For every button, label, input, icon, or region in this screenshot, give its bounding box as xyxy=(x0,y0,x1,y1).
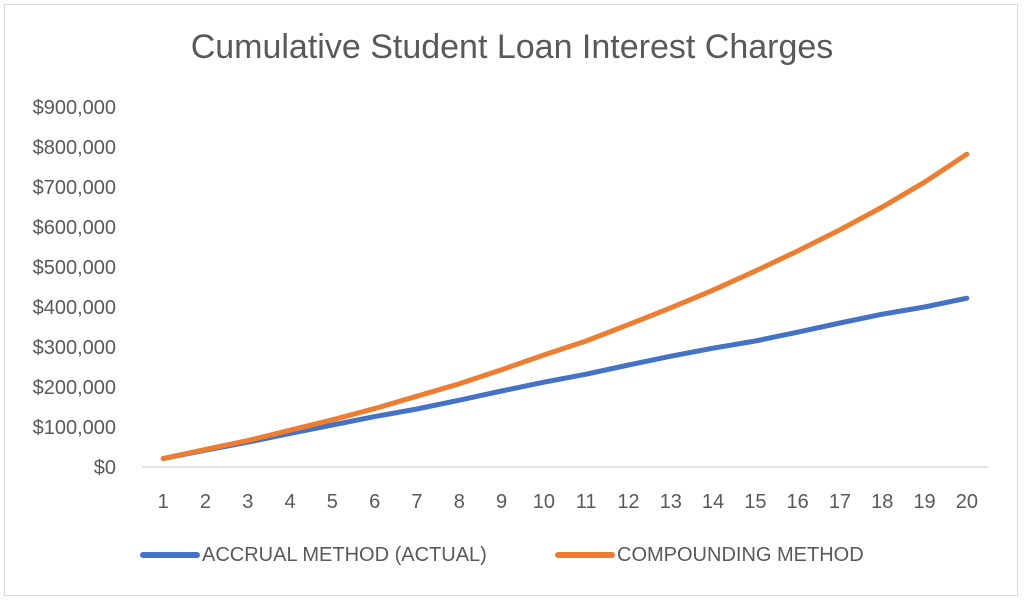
x-tick-label: 12 xyxy=(617,491,639,513)
x-tick-label: 2 xyxy=(200,491,211,513)
y-tick-label: $500,000 xyxy=(33,257,116,279)
x-tick-label: 9 xyxy=(496,491,507,513)
legend-swatch xyxy=(140,552,200,558)
x-tick-label: 6 xyxy=(369,491,380,513)
x-tick-label: 15 xyxy=(744,491,766,513)
x-tick-label: 19 xyxy=(913,491,935,513)
x-tick-label: 14 xyxy=(702,491,724,513)
x-tick-label: 8 xyxy=(454,491,465,513)
y-tick-label: $300,000 xyxy=(33,337,116,359)
x-tick-label: 20 xyxy=(956,491,978,513)
y-axis-labels: $0 $100,000 $200,000 $300,000 $400,000 $500,0… xyxy=(33,97,116,479)
legend-item-1: ACCRUAL METHOD (ACTUAL) xyxy=(140,540,487,570)
x-tick-label: 10 xyxy=(533,491,555,513)
x-tick-label: 13 xyxy=(660,491,682,513)
y-tick-label: $0 xyxy=(94,457,116,479)
y-tick-label: $200,000 xyxy=(33,377,116,399)
y-tick-label: $900,000 xyxy=(33,97,116,119)
x-tick-label: 7 xyxy=(411,491,422,513)
chart-title: Cumulative Student Loan Interest Charges xyxy=(190,28,834,66)
x-tick-label: 5 xyxy=(327,491,338,513)
x-tick-label: 17 xyxy=(829,491,851,513)
series-layer xyxy=(160,151,970,462)
x-tick-label: 18 xyxy=(871,491,893,513)
legend: ACCRUAL METHOD (ACTUAL) COMPOUNDING METHO… xyxy=(0,540,1024,570)
x-axis: 1 2 3 4 5 6 7 8 9 10 11 12 13 14 15 16 17 18 19 20 xyxy=(142,466,988,513)
series-line-1 xyxy=(160,295,970,462)
x-tick-label: 3 xyxy=(242,491,253,513)
y-tick-label: $100,000 xyxy=(33,417,116,439)
y-tick-label: $600,000 xyxy=(33,217,116,239)
x-tick-label: 4 xyxy=(284,491,295,513)
legend-item-2: COMPOUNDING METHOD xyxy=(555,540,864,570)
legend-label: ACCRUAL METHOD (ACTUAL) xyxy=(202,543,487,566)
legend-swatch xyxy=(555,552,615,558)
legend-label: COMPOUNDING METHOD xyxy=(617,543,864,566)
series-line-2 xyxy=(160,151,970,462)
chart-frame xyxy=(4,4,1018,596)
y-tick-label: $700,000 xyxy=(33,177,116,199)
x-tick-label: 16 xyxy=(787,491,809,513)
y-tick-label: $800,000 xyxy=(33,137,116,159)
y-tick-label: $400,000 xyxy=(33,297,116,319)
x-tick-label: 1 xyxy=(158,491,169,513)
x-tick-label: 11 xyxy=(576,491,597,513)
